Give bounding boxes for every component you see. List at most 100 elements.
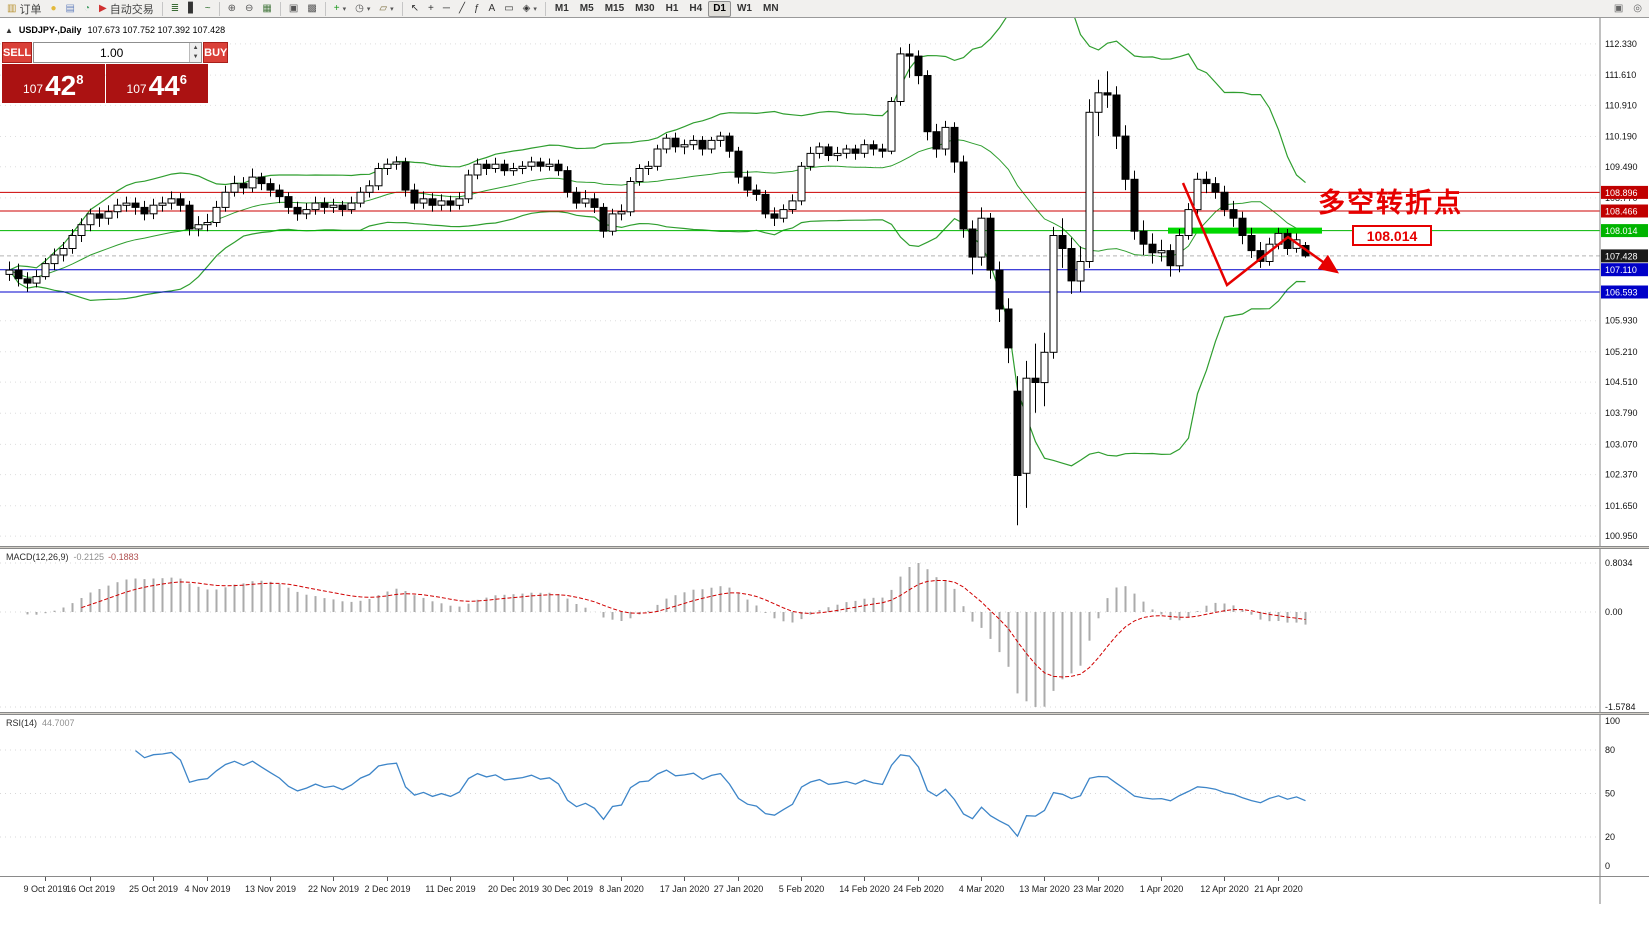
candlestick-button[interactable]: ▋	[184, 1, 200, 17]
timeframe-m5-button[interactable]: M5	[575, 1, 599, 17]
svg-text:30 Dec 2019: 30 Dec 2019	[542, 884, 593, 894]
new-order-button-label: 订单	[19, 3, 42, 16]
timeframe-h1-button[interactable]: H1	[661, 1, 684, 17]
template-menu-button[interactable]: ▱ ▾	[375, 1, 397, 17]
macd-canvas[interactable]: 0.8034 0.00 -1.5784	[0, 549, 1649, 712]
search-button[interactable]: ◎	[1629, 1, 1646, 17]
chevron-down-icon: ▾	[390, 5, 394, 13]
svg-text:103.070: 103.070	[1605, 439, 1638, 449]
toolbar-separator	[218, 1, 220, 16]
svg-text:17 Jan 2020: 17 Jan 2020	[660, 884, 710, 894]
horizontal-line-button[interactable]: ─	[439, 1, 454, 17]
timeframe-mn-button[interactable]: MN	[758, 1, 784, 17]
macd-axis[interactable]: 0.8034 0.00 -1.5784	[1599, 549, 1636, 712]
timeframe-h4-button[interactable]: H4	[684, 1, 707, 17]
expand-icon[interactable]: ▲	[5, 25, 13, 35]
main-chart-canvas[interactable]: 112.330111.610110.910110.190109.490108.7…	[0, 18, 1649, 546]
zoom-out-icon: ⊖	[245, 2, 254, 14]
svg-text:80: 80	[1605, 745, 1615, 755]
svg-text:100: 100	[1605, 716, 1620, 726]
panel-separator[interactable]	[0, 546, 1649, 549]
volume-input[interactable]	[34, 43, 190, 62]
volume-up-button[interactable]: ▲	[190, 43, 202, 53]
svg-text:112.330: 112.330	[1605, 39, 1637, 49]
timeframe-m30-button[interactable]: M30	[630, 1, 659, 17]
svg-text:1 Apr 2020: 1 Apr 2020	[1140, 884, 1184, 894]
toolbar: ▥ 订单 ● ▤ ◔ ▶ 自动交易 ≣ ▋ ~ ⊕ ⊖ ▦ ▣ ▩ + ▾ ◷ ▾ ▱ ▾ ↖ + ─ ╱ ƒ A ▭ ◈ ▾ M1 M5 M1…	[0, 0, 1649, 18]
history-center-button[interactable]: ◔	[80, 1, 94, 17]
shapes-menu-button[interactable]: ◈ ▾	[519, 1, 541, 17]
timeframe-w1-button[interactable]: W1	[732, 1, 757, 17]
tip-icon: ●	[50, 2, 57, 14]
timeframe-m1-button[interactable]: M1	[550, 1, 574, 17]
panel-separator[interactable]	[0, 712, 1649, 715]
svg-text:4 Nov 2019: 4 Nov 2019	[184, 884, 230, 894]
svg-text:14 Feb 2020: 14 Feb 2020	[839, 884, 890, 894]
macd-signal-line	[81, 580, 1306, 678]
fibonacci-button[interactable]: ƒ	[470, 1, 484, 17]
time-axis[interactable]: 9 Oct 2019 16 Oct 2019 25 Oct 2019 4 Nov 20…	[0, 876, 1649, 904]
zoom-in-button[interactable]: ⊕	[224, 1, 240, 17]
chart-shift-button[interactable]: ▣	[1610, 1, 1627, 17]
rsi-value: 44.7007	[42, 718, 75, 728]
svg-text:110.190: 110.190	[1605, 132, 1637, 142]
ohlc-values: 107.673 107.752 107.392 107.428	[87, 25, 226, 35]
volume-spinner[interactable]: ▲ ▼	[189, 43, 202, 62]
rsi-panel: 100 80 50 20 0 RSI(14) 44.7007	[0, 715, 1649, 876]
tip-button[interactable]: ●	[46, 1, 60, 17]
macd-name: MACD(12,26,9)	[6, 552, 69, 562]
svg-text:101.650: 101.650	[1605, 501, 1638, 511]
new-order-button[interactable]: ▥ 订单	[3, 1, 45, 17]
svg-text:2 Dec 2019: 2 Dec 2019	[364, 884, 410, 894]
print-button[interactable]: ▤	[62, 1, 79, 17]
label-button[interactable]: ▭	[500, 1, 517, 17]
buy-button[interactable]: BUY	[203, 42, 229, 63]
sell-price-tile[interactable]: 107 42 8	[2, 64, 105, 103]
text-button[interactable]: A	[485, 1, 500, 17]
autotrading-icon: ▶	[99, 2, 107, 14]
svg-text:105.930: 105.930	[1605, 316, 1638, 326]
timeframe-m15-button[interactable]: M15	[600, 1, 629, 17]
add-indicator-button[interactable]: + ▾	[330, 1, 350, 17]
svg-text:11 Dec 2019: 11 Dec 2019	[425, 884, 475, 894]
rsi-axis[interactable]: 100 80 50 20 0	[1599, 715, 1620, 876]
turning-point-annotation: 多空转折点	[1318, 188, 1463, 218]
sell-button[interactable]: SELL	[2, 42, 33, 63]
grid-icon: ▦	[262, 2, 272, 14]
timeframe-m5-button-label: M5	[579, 3, 594, 14]
svg-text:12 Apr 2020: 12 Apr 2020	[1200, 884, 1249, 894]
volume-field[interactable]: ▲ ▼	[33, 42, 203, 63]
grid-button[interactable]: ▦	[258, 1, 275, 17]
symbol-label: USDJPY-,Daily	[18, 25, 82, 35]
svg-text:105.210: 105.210	[1605, 347, 1638, 357]
cursor-icon: ↖	[410, 2, 419, 14]
rsi-canvas[interactable]: 100 80 50 20 0	[0, 715, 1649, 876]
svg-text:8 Jan 2020: 8 Jan 2020	[599, 884, 644, 894]
svg-text:13 Mar 2020: 13 Mar 2020	[1019, 884, 1070, 894]
line-chart-button[interactable]: ~	[201, 1, 215, 17]
buy-price-tile[interactable]: 107 44 6	[105, 64, 208, 103]
tile-windows-button[interactable]: ▣	[285, 1, 302, 17]
crosshair-button[interactable]: +	[424, 1, 438, 17]
price-axis[interactable]: 112.330111.610110.910110.190109.490108.7…	[1599, 18, 1648, 546]
autotrading-button[interactable]: ▶ 自动交易	[95, 1, 158, 17]
bar-chart-button[interactable]: ≣	[167, 1, 183, 17]
svg-text:0.8034: 0.8034	[1605, 558, 1633, 568]
trendline-button[interactable]: ╱	[455, 1, 469, 17]
cascade-windows-button[interactable]: ▩	[303, 1, 320, 17]
level-price-label[interactable]: 108.014	[1352, 225, 1432, 246]
svg-text:24 Feb 2020: 24 Feb 2020	[893, 884, 944, 894]
cursor-button[interactable]: ↖	[407, 1, 423, 17]
svg-text:27 Jan 2020: 27 Jan 2020	[714, 884, 764, 894]
period-menu-button[interactable]: ◷ ▾	[351, 1, 374, 17]
svg-text:109.490: 109.490	[1605, 162, 1638, 172]
volume-down-button[interactable]: ▼	[190, 52, 202, 62]
timeframe-d1-button[interactable]: D1	[708, 0, 731, 17]
svg-text:20 Dec 2019: 20 Dec 2019	[488, 884, 539, 894]
zoom-out-button[interactable]: ⊖	[241, 1, 257, 17]
candlestick-icon: ▋	[188, 2, 196, 14]
text-icon: A	[488, 2, 496, 14]
trend-arrow[interactable]	[1181, 182, 1340, 287]
new-order-icon: ▥	[7, 2, 17, 14]
buy-price-base: 107	[126, 82, 147, 96]
